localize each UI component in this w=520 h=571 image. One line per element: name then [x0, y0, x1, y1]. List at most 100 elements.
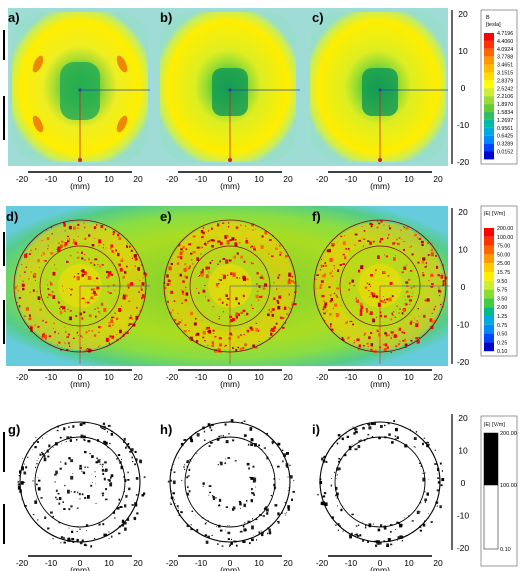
y-tick-label: 10	[458, 46, 468, 56]
x-tick-label: 20	[433, 558, 443, 568]
colorbar-b-swatch	[484, 33, 494, 41]
y-tick-label: -10	[457, 320, 470, 330]
x-tick-label: 10	[104, 558, 114, 568]
x-tick-label: 10	[104, 372, 114, 382]
x-tick-label: -10	[45, 558, 58, 568]
x-tick-label: -10	[45, 174, 58, 184]
x-tick-label: -20	[16, 558, 29, 568]
x-unit-label: (mm)	[370, 181, 390, 191]
colorbar-b-tick: 1.8970	[497, 102, 513, 108]
colorbar-b-tick: 4.7196	[497, 31, 513, 37]
colorbar-b-swatch	[484, 127, 494, 136]
colorbar-b-tick: 0.9561	[497, 126, 513, 132]
x-unit-label: (mm)	[70, 181, 90, 191]
colorbar-b-swatch	[484, 119, 494, 128]
panel-label-g: g)	[8, 422, 20, 437]
x-tick-label: -20	[316, 558, 329, 568]
colorbar-b-title: B	[486, 15, 490, 21]
row-e-field	[6, 206, 450, 366]
colorbar-b-tick: 3.7788	[497, 55, 513, 61]
panel-label-d: d)	[6, 209, 18, 224]
row-b-field	[8, 8, 448, 166]
colorbar-e-swatch	[484, 245, 494, 255]
colorbar-b-tick: 4.0924	[497, 47, 513, 53]
panel-label-c: c)	[312, 10, 324, 25]
x-tick-label: 0	[78, 372, 83, 382]
colorbar-b-swatch	[484, 143, 494, 152]
colorbar-e-tick: 1.25	[497, 314, 507, 320]
colorbar-e-swatch	[484, 236, 494, 246]
colorbar-b-tick: 2.5242	[497, 86, 513, 92]
colorbar-b-swatch	[484, 40, 494, 49]
colorbar-b-swatch	[484, 64, 494, 73]
colorbar-e-swatch	[484, 254, 494, 264]
colorbar-threshold-black	[483, 432, 499, 486]
colorbar-e-tick: 5.75	[497, 288, 507, 294]
colorbar-e-tick: 0.75	[497, 323, 507, 329]
colorbar-b-swatch	[484, 48, 494, 57]
x-tick-label: 10	[404, 174, 414, 184]
colorbar-e-tick: 75.00	[497, 244, 510, 250]
colorbar-e-swatch	[484, 333, 494, 343]
y-tick-label: 20	[458, 207, 468, 217]
x-tick-label: 20	[133, 174, 143, 184]
colorbar-b-swatch	[484, 135, 494, 144]
y-tick-label: 0	[461, 282, 466, 292]
threshold-panel-g	[17, 421, 146, 548]
x-tick-label: -20	[16, 372, 29, 382]
colorbar-e-swatch	[484, 342, 494, 352]
x-tick-label: 10	[254, 372, 264, 382]
threshold-panel-h	[167, 419, 295, 547]
x-tick-label: 20	[133, 558, 143, 568]
x-tick-label: 0	[378, 174, 383, 184]
colorbar-e-tick: 0.10	[497, 349, 507, 355]
colorbar-b-tick: 3.1515	[497, 71, 513, 77]
x-axes: -20 -10 0 10 20 (mm) -20 -10 0 10 20 (mm) -20 -10 0 10 2…	[16, 171, 443, 571]
x-tick-label: -10	[45, 372, 58, 382]
e-panel-e	[163, 219, 300, 364]
x-tick-label: -10	[195, 372, 208, 382]
y-tick-label: 0	[461, 83, 466, 93]
panel-label-b: b)	[160, 10, 172, 25]
x-unit-label: (mm)	[370, 565, 390, 571]
b-panel-c	[310, 12, 446, 162]
x-tick-label: 20	[283, 558, 293, 568]
colorbar-b-swatch	[484, 104, 494, 112]
colorbar-b-swatch	[484, 151, 494, 160]
colorbar-e-swatch	[484, 289, 494, 299]
left-edge-marks	[3, 30, 5, 544]
y-tick-label: 20	[458, 413, 468, 423]
colorbar-b-tick: 1.2697	[497, 118, 513, 124]
colorbar-e-swatch	[484, 307, 494, 316]
x-tick-label: -10	[345, 372, 358, 382]
threshold-panel-i	[317, 420, 445, 547]
y-tick-label: -20	[457, 543, 470, 553]
colorbar-e-swatch	[484, 298, 494, 308]
x-tick-label: 0	[228, 558, 233, 568]
x-tick-label: 0	[378, 558, 383, 568]
x-tick-label: 0	[78, 558, 83, 568]
colorbar-b-tick: 3.4651	[497, 63, 513, 69]
colorbar-e-title: |E| [V/m]	[484, 211, 505, 217]
colorbar-e-tick: 15.75	[497, 270, 510, 276]
x-unit-label: (mm)	[370, 379, 390, 389]
colorbar-e-tick: 9.50	[497, 279, 507, 285]
colorbar-b-tick: 0.3289	[497, 142, 513, 148]
x-tick-label: -20	[16, 174, 29, 184]
x-tick-label: -20	[166, 174, 179, 184]
y-axes: 20 10 0 -10 -20 20 10 0 -10 -20 20 10 0 -10 -20	[451, 9, 470, 553]
colorbar-b-swatch	[484, 80, 494, 89]
x-unit-label: (mm)	[70, 565, 90, 571]
panel-label-e: e)	[160, 209, 172, 224]
x-tick-label: 20	[433, 372, 443, 382]
colorbar-threshold: |E| [V/m] 200.00 100.00 0.10	[480, 415, 518, 567]
x-tick-label: -20	[316, 372, 329, 382]
y-tick-label: -10	[457, 120, 470, 130]
y-tick-label: -20	[457, 357, 470, 367]
x-tick-label: 10	[254, 558, 264, 568]
colorbar-b-tick: 4.4060	[497, 39, 513, 45]
e-panel-f	[313, 219, 450, 364]
colorbar-e-swatch	[484, 272, 494, 281]
colorbar-b-unit: [tesla]	[486, 22, 501, 28]
colorbar-e-tick: 25.00	[497, 261, 510, 267]
